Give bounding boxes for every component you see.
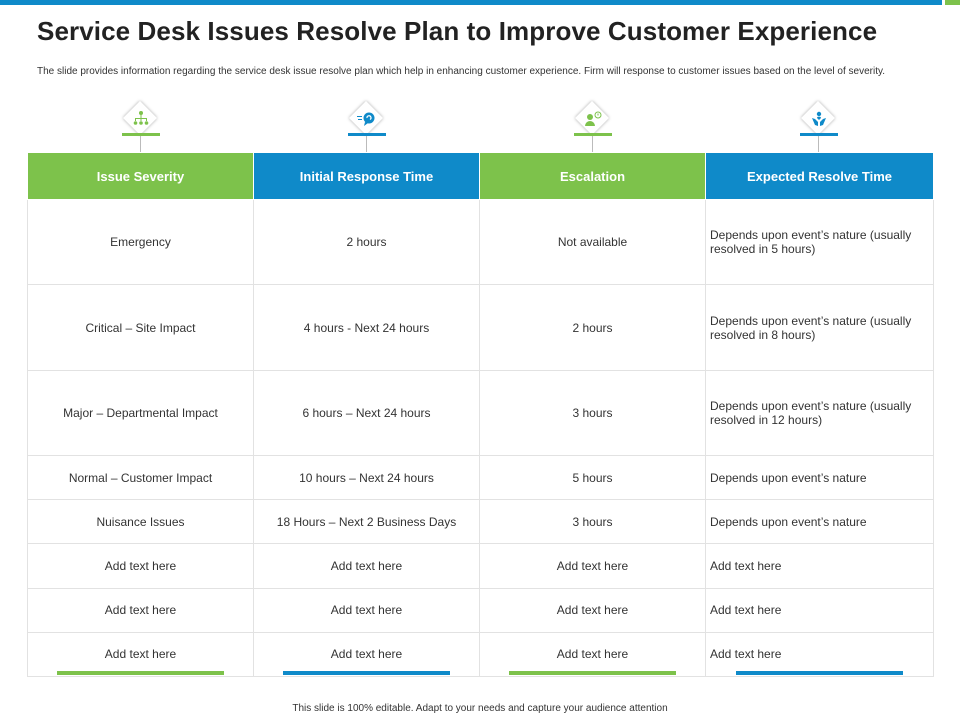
column-icon-3	[563, 101, 623, 154]
cell-response: 2 hours	[253, 198, 480, 286]
page-title: Service Desk Issues Resolve Plan to Impr…	[37, 16, 878, 46]
cell-escalation: 3 hours	[479, 499, 706, 545]
cell-resolve: Depends upon event’s nature (usually res…	[705, 284, 934, 371]
top-accent-blue	[0, 0, 942, 5]
cell-resolve: Add text here	[705, 631, 934, 678]
chat-bubble-icon	[357, 112, 375, 126]
cell-severity: Major – Departmental Impact	[27, 369, 254, 457]
hierarchy-icon	[133, 111, 149, 125]
table-row: Add text here Add text here Add text her…	[27, 543, 934, 589]
cell-escalation: 5 hours	[479, 455, 706, 501]
top-accent-bar	[0, 0, 960, 5]
support-agent-icon	[585, 111, 602, 126]
cell-resolve: Depends upon event’s nature (usually res…	[705, 198, 934, 286]
header-escalation: Escalation	[479, 152, 706, 200]
cell-escalation: Not available	[479, 198, 706, 286]
header-expected-resolve-time: Expected Resolve Time	[705, 152, 934, 200]
column-underline-3	[509, 671, 676, 675]
table-row: Add text here Add text here Add text her…	[27, 631, 934, 678]
cell-severity: Add text here	[27, 543, 254, 589]
cell-escalation: 2 hours	[479, 284, 706, 371]
cell-escalation: Add text here	[479, 631, 706, 678]
cell-severity: Normal – Customer Impact	[27, 455, 254, 501]
header-initial-response-time: Initial Response Time	[253, 152, 480, 200]
cell-resolve: Add text here	[705, 587, 934, 633]
column-underline-4	[736, 671, 903, 675]
cell-escalation: Add text here	[479, 587, 706, 633]
table-row: Emergency 2 hours Not available Depends …	[27, 198, 934, 286]
cell-resolve: Depends upon event’s nature (usually res…	[705, 369, 934, 457]
table-row: Major – Departmental Impact 6 hours – Ne…	[27, 369, 934, 457]
header-issue-severity: Issue Severity	[27, 152, 254, 200]
cell-response: Add text here	[253, 543, 480, 589]
cell-severity: Nuisance Issues	[27, 499, 254, 545]
cell-escalation: Add text here	[479, 543, 706, 589]
cell-response: 18 Hours – Next 2 Business Days	[253, 499, 480, 545]
cell-severity: Add text here	[27, 587, 254, 633]
column-icon-1	[111, 101, 171, 154]
table-row: Normal – Customer Impact 10 hours – Next…	[27, 455, 934, 501]
table-row: Add text here Add text here Add text her…	[27, 587, 934, 633]
footer-note: This slide is 100% editable. Adapt to yo…	[292, 703, 668, 714]
cell-resolve: Depends upon event’s nature	[705, 455, 934, 501]
cell-response: Add text here	[253, 587, 480, 633]
cell-response: 4 hours - Next 24 hours	[253, 284, 480, 371]
cell-response: Add text here	[253, 631, 480, 678]
table-row: Critical – Site Impact 4 hours - Next 24…	[27, 284, 934, 371]
issue-resolve-table: Issue Severity Initial Response Time Esc…	[27, 152, 934, 678]
page-subtitle: The slide provides information regarding…	[37, 66, 886, 77]
table-row: Nuisance Issues 18 Hours – Next 2 Busine…	[27, 499, 934, 545]
cell-escalation: 3 hours	[479, 369, 706, 457]
cell-severity: Add text here	[27, 631, 254, 678]
cell-severity: Emergency	[27, 198, 254, 286]
cell-response: 10 hours – Next 24 hours	[253, 455, 480, 501]
cell-response: 6 hours – Next 24 hours	[253, 369, 480, 457]
top-accent-green	[945, 0, 960, 5]
cell-resolve: Depends upon event’s nature	[705, 499, 934, 545]
cell-resolve: Add text here	[705, 543, 934, 589]
table-header-row: Issue Severity Initial Response Time Esc…	[27, 152, 934, 200]
column-icon-2	[337, 101, 397, 154]
cell-severity: Critical – Site Impact	[27, 284, 254, 371]
column-underline-2	[283, 671, 450, 675]
column-icon-4	[789, 101, 849, 154]
hands-care-icon	[812, 111, 826, 126]
column-underline-1	[57, 671, 224, 675]
